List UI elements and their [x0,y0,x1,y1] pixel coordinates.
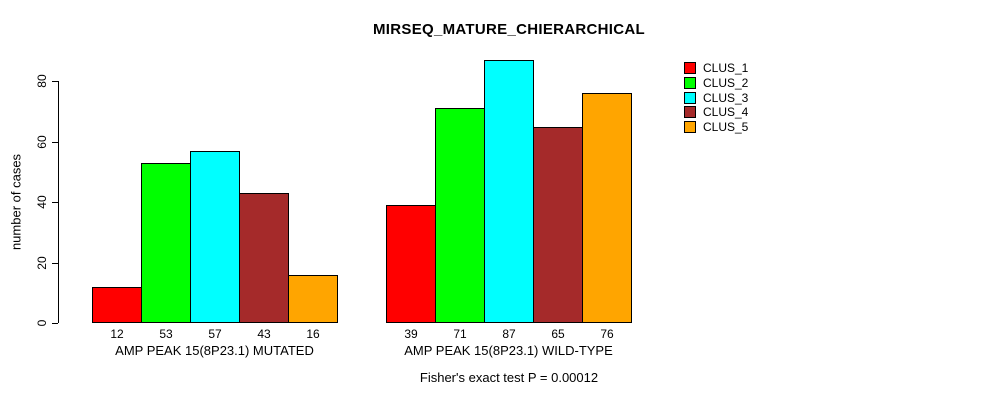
group-label-2: AMP PEAK 15(8P23.1) WILD-TYPE [404,343,613,358]
y-tick-mark-80 [52,81,58,83]
bar-value-label: 57 [208,327,222,341]
legend-row-clus_3: CLUS_3 [684,90,748,105]
legend-swatch-icon [684,62,696,75]
bar-clus_5-group1 [288,274,338,323]
chart-title: MIRSEQ_MATURE_CHIERARCHICAL [373,21,645,38]
bar-clus_2-group1 [141,162,191,323]
y-tick-mark-40 [52,202,58,204]
y-axis-line [58,81,59,323]
y-tick-mark-60 [52,141,58,143]
y-tick-label-0: 0 [35,319,49,327]
legend-label: CLUS_1 [703,61,749,76]
group-label-1: AMP PEAK 15(8P23.1) MUTATED [115,343,314,358]
bar-clus_5-group2 [582,93,632,323]
y-tick-label-60: 60 [35,135,49,149]
legend-label: CLUS_3 [703,90,749,105]
y-tick-mark-0 [52,323,58,324]
y-axis-title: number of cases [8,153,24,251]
bar-value-label: 71 [453,327,467,341]
bar-clus_4-group2 [533,126,583,323]
bar-clus_4-group1 [239,193,289,323]
bar-value-label: 87 [502,327,516,341]
legend-row-clus_4: CLUS_4 [684,105,748,120]
y-tick-label-40: 40 [35,195,49,209]
bar-value-label: 16 [306,327,320,341]
legend-swatch-icon [684,106,696,119]
bar-clus_1-group1 [92,286,142,323]
bar-clus_1-group2 [386,205,436,323]
legend-row-clus_1: CLUS_1 [684,61,748,76]
annotation-fishers-test: Fisher's exact test P = 0.00012 [419,370,599,385]
legend-row-clus_5: CLUS_5 [684,120,748,135]
legend-swatch-icon [684,77,696,90]
bar-value-label: 53 [159,327,173,341]
bar-value-label: 76 [600,327,614,341]
y-tick-label-80: 80 [35,74,49,88]
y-tick-mark-20 [52,262,58,264]
bar-value-label: 12 [110,327,124,341]
legend: CLUS_1 CLUS_2 CLUS_3 CLUS_4 CLUS_5 [684,61,748,134]
legend-row-clus_2: CLUS_2 [684,76,748,91]
legend-swatch-icon [684,121,696,134]
bar-clus_2-group2 [435,108,485,323]
legend-swatch-icon [684,91,696,104]
bar-value-label: 39 [404,327,418,341]
y-tick-label-20: 20 [35,255,49,270]
bar-clus_3-group1 [190,150,240,323]
bar-value-label: 43 [257,327,271,341]
legend-label: CLUS_4 [703,105,749,120]
bar-value-label: 65 [551,327,565,341]
legend-label: CLUS_5 [703,120,749,135]
legend-label: CLUS_2 [703,76,749,91]
bar-clus_3-group2 [484,60,534,323]
